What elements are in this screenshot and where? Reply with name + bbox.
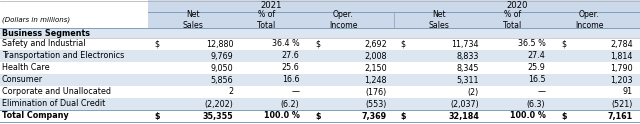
Text: 27.4: 27.4 — [527, 51, 545, 61]
Text: $: $ — [400, 40, 405, 48]
Text: 36.4 %: 36.4 % — [272, 40, 300, 48]
Text: 1,814: 1,814 — [611, 51, 632, 61]
Text: Net
Sales: Net Sales — [183, 10, 204, 30]
Text: 2,784: 2,784 — [610, 40, 632, 48]
Text: Oper.
Income: Oper. Income — [575, 10, 604, 30]
Text: (6.3): (6.3) — [527, 99, 545, 108]
Text: (521): (521) — [611, 99, 632, 108]
Bar — [0, 50, 640, 62]
Text: (176): (176) — [365, 88, 387, 96]
Text: Consumer: Consumer — [2, 76, 43, 84]
Text: Health Care: Health Care — [2, 63, 50, 73]
Text: $: $ — [154, 40, 159, 48]
Text: 2,008: 2,008 — [364, 51, 387, 61]
Text: 9,050: 9,050 — [211, 63, 233, 73]
Text: Net
Sales: Net Sales — [429, 10, 449, 30]
Text: $: $ — [400, 111, 406, 121]
Text: 25.9: 25.9 — [527, 63, 545, 73]
Text: (553): (553) — [365, 99, 387, 108]
Text: $: $ — [561, 111, 567, 121]
Text: % of
Total: % of Total — [503, 10, 522, 30]
Text: —: — — [292, 88, 300, 96]
Bar — [0, 110, 640, 122]
Text: 8,345: 8,345 — [456, 63, 479, 73]
Text: $: $ — [561, 40, 566, 48]
Text: 7,369: 7,369 — [362, 111, 387, 121]
Text: 5,856: 5,856 — [211, 76, 233, 84]
Text: 1,203: 1,203 — [610, 76, 632, 84]
Text: 32,184: 32,184 — [448, 111, 479, 121]
Text: 12,880: 12,880 — [206, 40, 233, 48]
Bar — [0, 62, 640, 74]
Text: 27.6: 27.6 — [282, 51, 300, 61]
Text: 35,355: 35,355 — [203, 111, 233, 121]
Text: 9,769: 9,769 — [211, 51, 233, 61]
Text: $: $ — [316, 111, 321, 121]
Text: 1,248: 1,248 — [364, 76, 387, 84]
Text: 100.0 %: 100.0 % — [264, 111, 300, 121]
Text: Safety and Industrial: Safety and Industrial — [2, 40, 86, 48]
Text: 5,311: 5,311 — [456, 76, 479, 84]
Text: (2): (2) — [468, 88, 479, 96]
Text: 11,734: 11,734 — [452, 40, 479, 48]
Text: $: $ — [316, 40, 321, 48]
Bar — [0, 86, 640, 98]
Text: 25.6: 25.6 — [282, 63, 300, 73]
Bar — [0, 98, 640, 110]
Bar — [0, 38, 640, 50]
Text: 8,833: 8,833 — [457, 51, 479, 61]
Text: 2,150: 2,150 — [364, 63, 387, 73]
Text: 2021: 2021 — [260, 1, 282, 11]
Bar — [148, 0, 640, 12]
Text: 16.6: 16.6 — [282, 76, 300, 84]
Bar — [0, 28, 640, 38]
Text: Business Segments: Business Segments — [2, 29, 90, 37]
Text: 2: 2 — [228, 88, 233, 96]
Bar — [0, 74, 640, 86]
Text: —: — — [538, 88, 545, 96]
Text: (2,202): (2,202) — [204, 99, 233, 108]
Text: Oper.
Income: Oper. Income — [329, 10, 358, 30]
Text: 100.0 %: 100.0 % — [509, 111, 545, 121]
Text: Transportation and Electronics: Transportation and Electronics — [2, 51, 124, 61]
Text: 16.5: 16.5 — [528, 76, 545, 84]
Text: % of
Total: % of Total — [257, 10, 276, 30]
Bar — [148, 12, 640, 28]
Text: $: $ — [154, 111, 160, 121]
Text: Corporate and Unallocated: Corporate and Unallocated — [2, 88, 111, 96]
Text: 36.5 %: 36.5 % — [518, 40, 545, 48]
Text: 7,161: 7,161 — [607, 111, 632, 121]
Text: (2,037): (2,037) — [451, 99, 479, 108]
Text: 2020: 2020 — [506, 1, 528, 11]
Text: 2,692: 2,692 — [364, 40, 387, 48]
Text: Elimination of Dual Credit: Elimination of Dual Credit — [2, 99, 105, 108]
Text: (Dollars in millions): (Dollars in millions) — [2, 17, 70, 23]
Text: 1,790: 1,790 — [610, 63, 632, 73]
Text: (6.2): (6.2) — [281, 99, 300, 108]
Text: 91: 91 — [623, 88, 632, 96]
Text: Total Company: Total Company — [2, 111, 68, 121]
